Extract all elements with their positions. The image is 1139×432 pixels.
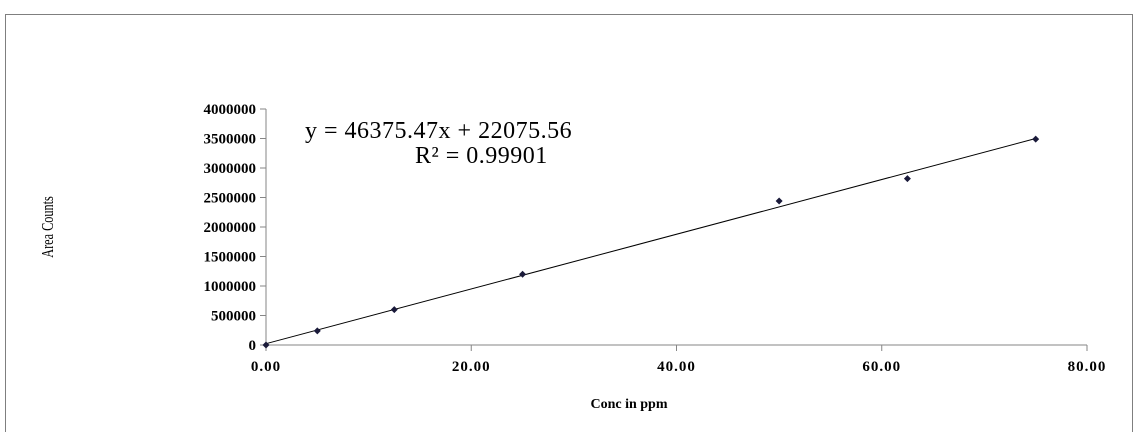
data-point	[313, 327, 321, 335]
r-squared-label: R² = 0.99901	[415, 143, 548, 169]
data-point	[390, 306, 398, 314]
data-point	[903, 175, 911, 183]
trendline-group	[265, 138, 1036, 345]
y-tick-label: 0	[249, 338, 257, 354]
y-tick-label: 3500000	[204, 132, 257, 148]
x-tick-label: 80.00	[1068, 359, 1107, 375]
y-tick-label: 1500000	[204, 250, 257, 266]
x-tick-label: 60.00	[862, 359, 901, 375]
x-axis: 0.00 20.00 40.00 60.00 80.00	[251, 344, 1107, 375]
x-axis-title: Conc in ppm	[590, 397, 667, 412]
x-tick-label: 20.00	[452, 359, 491, 375]
x-tick-label: 40.00	[657, 359, 696, 375]
y-tick-label: 2500000	[204, 191, 257, 207]
y-axis: 0 500000 1000000 1500000 2000000 2500000 30000…	[204, 102, 267, 354]
chart-frame	[5, 14, 1133, 432]
y-axis-title: Area Counts	[39, 196, 57, 258]
data-point	[1032, 135, 1040, 143]
y-tick-label: 3000000	[204, 161, 257, 177]
data-point	[262, 341, 270, 349]
y-tick-label: 2000000	[204, 220, 257, 236]
trendline	[265, 138, 1036, 345]
y-tick-label: 4000000	[204, 102, 257, 118]
data-point	[519, 270, 527, 278]
data-point	[775, 197, 783, 205]
trendline-equation: y = 46375.47x + 22075.56	[305, 118, 572, 144]
x-tick-label: 0.00	[251, 359, 281, 375]
y-tick-label: 500000	[211, 309, 256, 325]
data-points	[262, 135, 1040, 349]
y-tick-label: 1000000	[204, 279, 257, 295]
